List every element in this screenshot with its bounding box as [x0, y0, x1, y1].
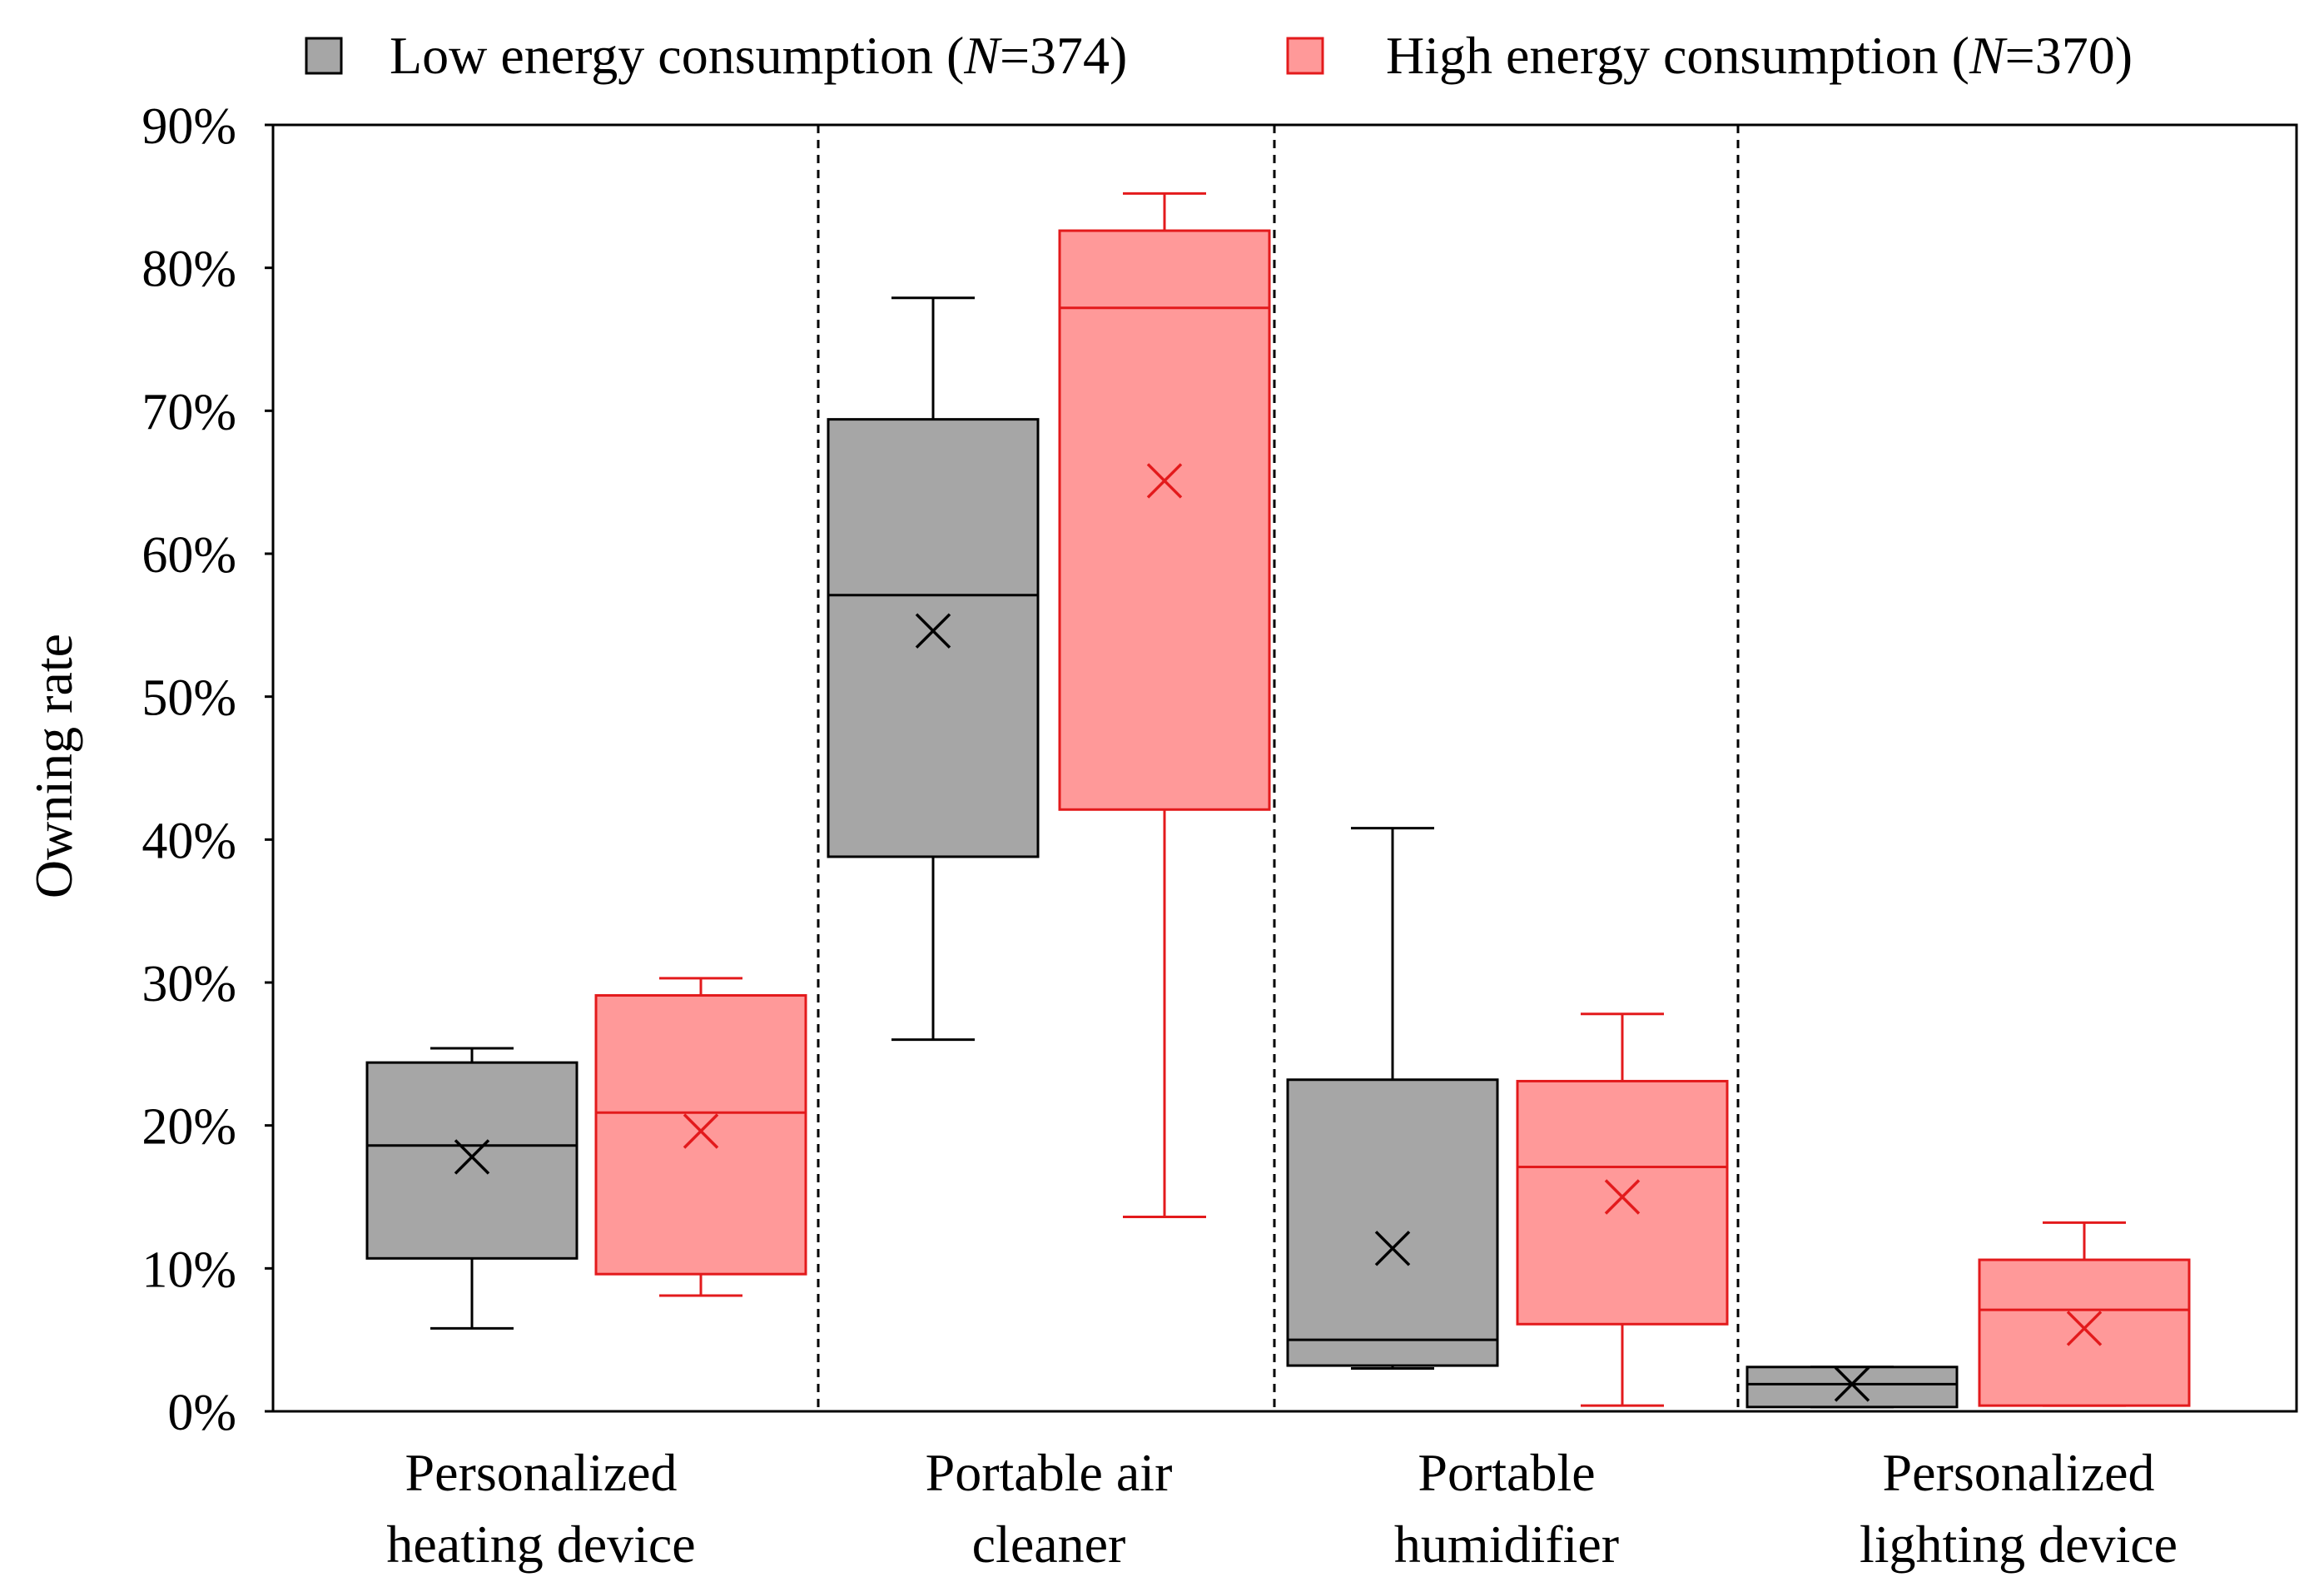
legend-label-high: High energy consumption (N=370)	[1386, 26, 2133, 85]
category-label-line2: cleaner	[972, 1515, 1126, 1574]
box-iqr	[1516, 1079, 1729, 1326]
mean-marker	[683, 1113, 719, 1149]
mean-marker	[915, 613, 951, 649]
legend-label-low: Low energy consumption (N=374)	[390, 26, 1127, 85]
y-tick-label: 10%	[142, 1241, 236, 1298]
series-high	[594, 192, 2191, 1407]
box-iqr	[827, 418, 1040, 858]
y-tick-label: 90%	[142, 98, 236, 155]
y-tick-label: 50%	[142, 670, 236, 727]
box-high-1	[1058, 192, 1271, 1219]
legend-swatch-high	[1286, 37, 1324, 75]
legend: Low energy consumption (N=374) High ener…	[305, 26, 2133, 85]
y-axis-title: Owning rate	[24, 634, 83, 898]
box-high-0	[594, 977, 807, 1297]
y-tick-label: 30%	[142, 956, 236, 1012]
mean-marker	[454, 1139, 490, 1175]
y-tick-label: 60%	[142, 527, 236, 584]
y-tick-label: 80%	[142, 241, 236, 298]
plot-area	[271, 123, 2298, 1413]
y-axis-ticks: 0% 10% 20% 30% 40% 50% 60% 70% 80% 90%	[142, 98, 273, 1441]
mean-marker	[2066, 1311, 2103, 1346]
mean-marker	[1604, 1179, 1641, 1215]
box-high-2	[1516, 1012, 1729, 1407]
y-tick-label: 0%	[167, 1385, 236, 1441]
mean-marker	[1146, 463, 1183, 499]
category-label-line1: Portable air	[926, 1443, 1173, 1502]
box-high-3	[1978, 1221, 2191, 1407]
box-low-0	[365, 1047, 579, 1330]
category-label-line2: lighting device	[1860, 1515, 2178, 1574]
y-tick-label: 40%	[142, 813, 236, 869]
box-iqr	[1978, 1258, 2191, 1407]
box-iqr	[594, 993, 807, 1276]
mean-marker	[1374, 1231, 1411, 1266]
legend-swatch-low	[305, 37, 343, 75]
category-label-line1: Portable	[1418, 1443, 1595, 1502]
box-iqr	[1745, 1366, 1959, 1409]
series-low	[365, 296, 1959, 1409]
y-tick-label: 70%	[142, 384, 236, 440]
y-tick-label: 20%	[142, 1099, 236, 1156]
box-iqr	[365, 1061, 579, 1260]
box-iqr	[1286, 1078, 1499, 1367]
category-label-line2: humidifier	[1394, 1515, 1619, 1574]
box-series	[365, 192, 2191, 1409]
box-low-2	[1286, 827, 1499, 1370]
category-label-line1: Personalized	[1883, 1443, 2155, 1502]
box-low-1	[827, 296, 1040, 1042]
category-label-line2: heating device	[386, 1515, 695, 1574]
box-iqr	[1058, 229, 1271, 811]
x-axis-category-labels: Personalized heating device Portable air cl…	[386, 1443, 2178, 1574]
category-label-line1: Personalized	[405, 1443, 678, 1502]
category-separators	[817, 125, 1740, 1411]
box-low-3	[1745, 1366, 1959, 1409]
mean-marker	[1834, 1366, 1870, 1402]
